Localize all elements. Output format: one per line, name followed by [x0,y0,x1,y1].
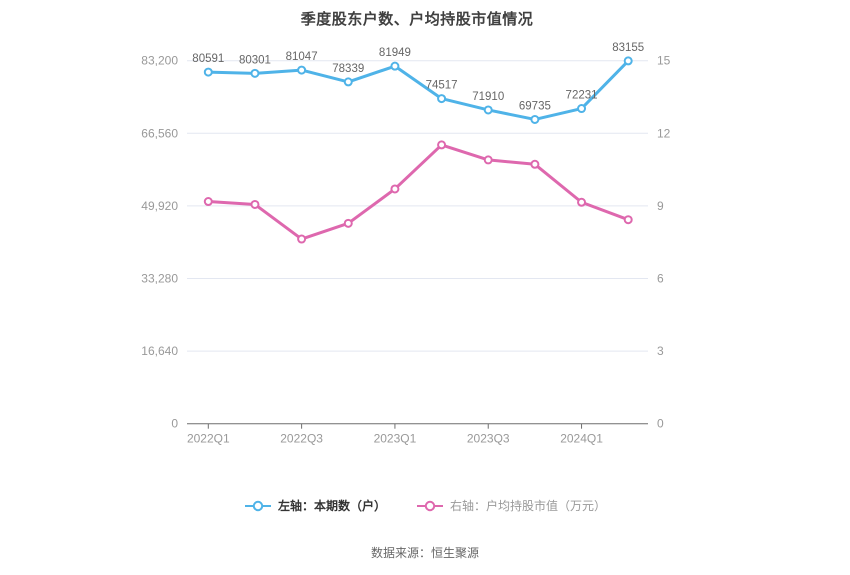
shareholder-count-point[interactable] [390,61,400,71]
shareholder-count-point[interactable] [530,114,540,124]
market-value-line [206,143,630,241]
right-axis-tick-label: 6 [657,272,664,286]
x-axis-tick-label: 2024Q1 [560,432,603,446]
data-point-label: 69735 [519,100,551,112]
data-point-label: 72231 [566,90,598,102]
left-axis-tick-label: 66,560 [141,126,178,140]
market-value-point[interactable] [390,184,400,194]
shareholder-count-point[interactable] [343,77,353,87]
line-marker-icon [244,500,271,511]
x-axis-tick-label: 2022Q1 [187,432,230,446]
x-axis-tick-label: 2023Q1 [374,432,417,446]
market-value-point[interactable] [437,140,447,150]
right-axis-tick-label: 9 [657,199,664,213]
line-marker-icon [417,500,443,511]
data-point-label: 80301 [239,54,271,66]
legend-item-market-value[interactable]: 右轴：户均持股市值（万元） [416,497,606,514]
right-axis-tick-label: 15 [657,54,671,68]
market-value-point[interactable] [297,234,307,244]
market-value-point[interactable] [483,155,493,165]
market-value-point[interactable] [203,197,213,207]
shareholder-count-point[interactable] [577,104,587,114]
right-axis-tick-label: 3 [657,344,664,358]
data-point-label: 81949 [379,47,411,59]
market-value-point[interactable] [343,218,353,228]
shareholder-count-point[interactable] [483,105,493,115]
data-point-label: 78339 [332,63,364,75]
data-point-label: 80591 [192,53,224,65]
left-axis-tick-label: 16,640 [141,344,178,358]
right-axis-tick-label: 0 [657,417,664,431]
shareholder-count-point[interactable] [250,68,260,78]
shareholder-count-point[interactable] [203,67,213,77]
shareholder-count-line [206,59,630,121]
shareholder-count-point[interactable] [623,56,633,66]
right-axis-tick-label: 12 [657,126,671,140]
legend-label-left-axis: 左轴：本期数（户） [277,499,386,513]
x-axis-tick-label: 2022Q3 [280,432,323,446]
data-point-label: 74517 [426,80,458,92]
left-axis-tick-label: 0 [171,417,178,431]
data-point-label: 71910 [472,91,504,103]
data-source-note: 数据来源：恒生聚源 [370,546,479,560]
legend-label-right-axis: 右轴：户均持股市值（万元） [450,499,607,513]
left-axis-tick-label: 33,280 [141,272,178,286]
left-axis-tick-label: 83,200 [141,54,178,68]
shareholder-count-point[interactable] [297,65,307,75]
market-value-point[interactable] [530,159,540,169]
market-value-point[interactable] [250,199,260,209]
legend-item-shareholder-count[interactable]: 左轴：本期数（户） [244,497,386,514]
shareholder-count-point[interactable] [437,94,447,104]
chart-title: 季度股东户数、户均持股市值情况 [300,11,534,28]
chart-legend: 左轴：本期数（户） 右轴：户均持股市值（万元） [0,497,850,514]
market-value-point[interactable] [577,197,587,207]
x-axis-tick-label: 2023Q3 [467,432,510,446]
data-point-label: 81047 [286,51,318,63]
market-value-point[interactable] [623,215,633,225]
left-axis-tick-label: 49,920 [141,199,178,213]
chart-canvas: 0 0 16,640 3 33,280 6 49,920 9 66,560 12 83,200 15 2… [141,42,671,446]
data-point-label: 83155 [612,42,644,54]
